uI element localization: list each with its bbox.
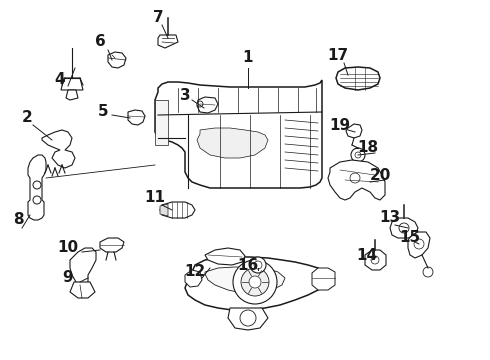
Text: 20: 20 — [369, 167, 391, 183]
Circle shape — [33, 181, 41, 189]
Text: 5: 5 — [98, 104, 108, 120]
Polygon shape — [185, 270, 202, 287]
Polygon shape — [197, 97, 218, 113]
Polygon shape — [61, 78, 83, 90]
Text: 9: 9 — [63, 270, 74, 285]
Text: 11: 11 — [145, 190, 166, 206]
Text: 1: 1 — [243, 50, 253, 66]
Polygon shape — [158, 35, 178, 48]
Circle shape — [241, 268, 269, 296]
Circle shape — [250, 257, 266, 273]
Polygon shape — [408, 232, 430, 258]
Text: 15: 15 — [399, 230, 420, 246]
Polygon shape — [328, 160, 385, 200]
Polygon shape — [108, 52, 126, 68]
Text: 13: 13 — [379, 211, 400, 225]
Text: 10: 10 — [57, 240, 78, 256]
Circle shape — [371, 256, 379, 264]
Circle shape — [197, 101, 203, 107]
Polygon shape — [160, 202, 195, 218]
Circle shape — [355, 152, 361, 158]
Polygon shape — [228, 308, 268, 330]
Text: 6: 6 — [95, 35, 105, 49]
Text: 3: 3 — [180, 87, 190, 103]
Circle shape — [351, 148, 365, 162]
Polygon shape — [312, 268, 335, 290]
Text: 16: 16 — [237, 257, 259, 273]
Circle shape — [233, 260, 277, 304]
Polygon shape — [155, 100, 168, 145]
Circle shape — [350, 173, 360, 183]
Text: 18: 18 — [357, 140, 379, 156]
Polygon shape — [160, 204, 168, 216]
Text: 7: 7 — [153, 10, 163, 26]
Polygon shape — [365, 250, 386, 270]
Polygon shape — [155, 80, 322, 188]
Circle shape — [240, 310, 256, 326]
Text: 2: 2 — [22, 111, 32, 126]
Polygon shape — [42, 130, 75, 168]
Polygon shape — [28, 155, 46, 220]
Polygon shape — [128, 110, 145, 125]
Text: 14: 14 — [356, 248, 378, 262]
Polygon shape — [66, 90, 78, 100]
Text: 19: 19 — [329, 117, 350, 132]
Polygon shape — [205, 248, 245, 265]
Text: 8: 8 — [13, 212, 24, 228]
Text: 17: 17 — [327, 48, 348, 63]
Polygon shape — [197, 128, 268, 158]
Circle shape — [33, 196, 41, 204]
Polygon shape — [185, 257, 328, 310]
Polygon shape — [70, 248, 96, 285]
Polygon shape — [205, 267, 285, 293]
Circle shape — [254, 261, 262, 269]
Text: 4: 4 — [55, 72, 65, 87]
Text: 12: 12 — [184, 265, 206, 279]
Polygon shape — [336, 67, 380, 90]
Polygon shape — [346, 124, 362, 138]
Polygon shape — [100, 238, 124, 252]
Circle shape — [399, 223, 409, 233]
Polygon shape — [70, 282, 95, 298]
Circle shape — [249, 276, 261, 288]
Circle shape — [414, 239, 424, 249]
Polygon shape — [390, 218, 418, 238]
Circle shape — [423, 267, 433, 277]
